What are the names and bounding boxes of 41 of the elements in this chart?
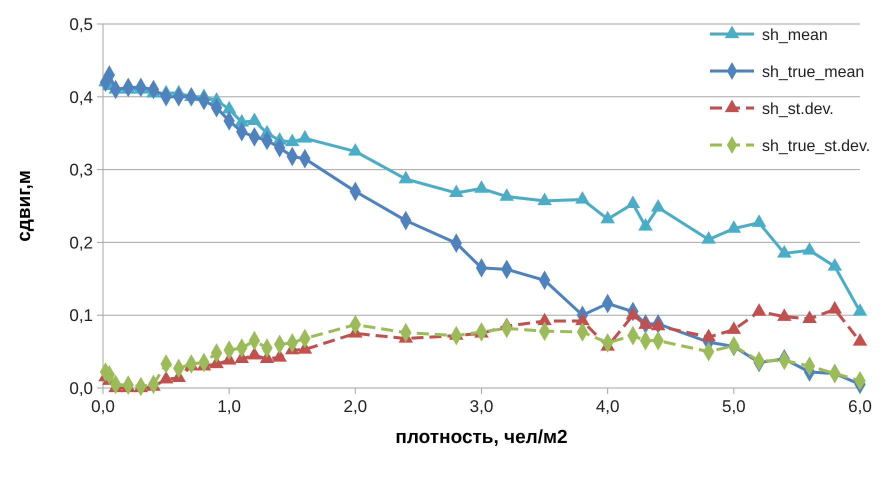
point <box>500 188 514 201</box>
y-tick-label: 0,3 <box>69 160 93 180</box>
point <box>600 210 615 224</box>
point <box>650 199 666 212</box>
point <box>298 130 312 142</box>
y-axis-title: сдвиг,м <box>14 170 35 242</box>
x-tick-label: 1,0 <box>217 397 241 416</box>
point <box>828 301 842 314</box>
legend-label: sh_mean <box>762 27 828 44</box>
y-tick-label: 0,0 <box>69 379 93 398</box>
x-tick-label: 5,0 <box>722 397 746 416</box>
point <box>348 143 363 156</box>
point <box>575 191 590 204</box>
point <box>726 220 742 233</box>
point <box>537 192 552 206</box>
x-tick-label: 3,0 <box>470 397 494 416</box>
point <box>777 244 792 258</box>
point <box>474 180 489 193</box>
legend-label: sh_st.dev. <box>762 101 834 118</box>
point <box>638 218 653 231</box>
y-tick-label: 0,2 <box>69 233 93 252</box>
point <box>398 170 414 184</box>
legend-label: sh_true_st.dev. <box>762 138 870 155</box>
x-tick-label: 2,0 <box>344 397 368 416</box>
x-axis-title: плотность, чел/м2 <box>395 427 568 448</box>
point <box>449 184 464 198</box>
point <box>828 258 842 271</box>
y-tick-label: 0,4 <box>69 88 93 107</box>
point <box>752 214 766 227</box>
x-tick-label: 4,0 <box>596 397 620 416</box>
legend-label: sh_true_mean <box>762 64 864 81</box>
x-tick-label: 6,0 <box>848 397 872 416</box>
point <box>247 112 262 125</box>
point <box>802 242 817 255</box>
point <box>285 134 300 146</box>
point <box>626 195 640 208</box>
y-tick-label: 0,1 <box>69 306 93 326</box>
point <box>701 231 716 244</box>
x-tick-label: 0,0 <box>91 397 115 416</box>
point <box>222 100 236 114</box>
y-tick-label: 0,5 <box>69 15 93 34</box>
